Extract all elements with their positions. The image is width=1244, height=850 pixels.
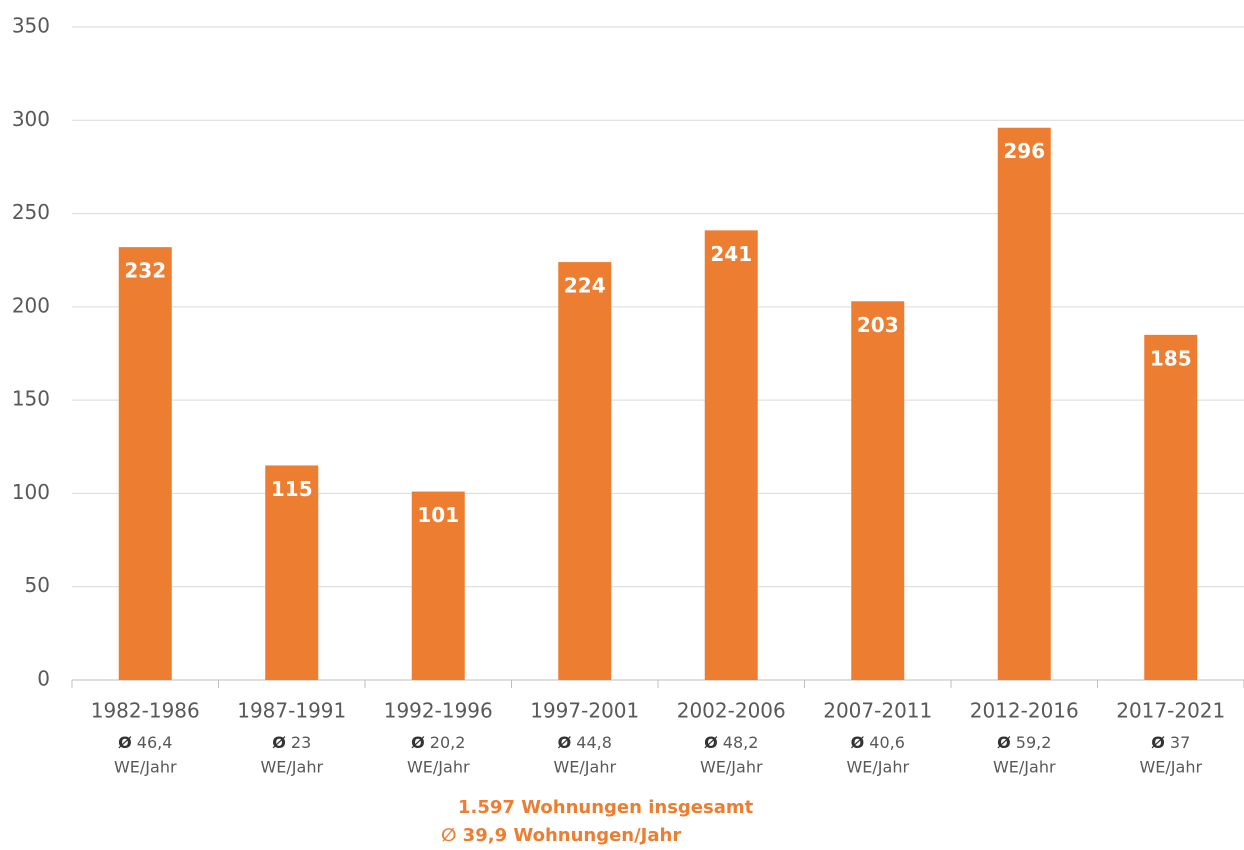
y-tick-label: 350 [12, 14, 50, 38]
bar [558, 262, 612, 680]
average-value: 44,8 [576, 733, 612, 752]
average-label: Ø 37 [1151, 733, 1190, 752]
x-tick-label: 2012-2016 [970, 699, 1079, 723]
average-symbol: Ø [118, 733, 132, 752]
total-note: 1.597 Wohnungen insgesamt [458, 797, 754, 818]
average-label: Ø 46,4 [118, 733, 172, 752]
average-symbol: Ø [558, 733, 572, 752]
average-symbol: Ø [272, 733, 286, 752]
bar [704, 230, 758, 680]
average-unit: WE/Jahr [1139, 758, 1202, 777]
bar [411, 491, 465, 680]
bar [1144, 334, 1198, 680]
average-unit: WE/Jahr [993, 758, 1056, 777]
x-tick-label: 2017-2021 [1116, 699, 1225, 723]
average-label: Ø 59,2 [997, 733, 1051, 752]
average-unit: WE/Jahr [260, 758, 323, 777]
x-tick-label: 2002-2006 [677, 699, 786, 723]
average-value: 59,2 [1016, 733, 1052, 752]
average-symbol: Ø [704, 733, 718, 752]
average-unit: WE/Jahr [553, 758, 616, 777]
average-unit: WE/Jahr [114, 758, 177, 777]
average-unit: WE/Jahr [407, 758, 470, 777]
bar [118, 247, 172, 680]
average-label: Ø 44,8 [558, 733, 612, 752]
data-label: 115 [271, 477, 313, 501]
average-label: Ø 48,2 [704, 733, 758, 752]
average-label: Ø 40,6 [851, 733, 905, 752]
average-value: 37 [1170, 733, 1190, 752]
x-tick-label: 1987-1991 [237, 699, 346, 723]
y-tick-label: 50 [25, 573, 50, 597]
y-tick-label: 200 [12, 293, 50, 317]
data-label: 232 [124, 259, 166, 283]
x-tick-label: 1992-1996 [384, 699, 493, 723]
y-tick-label: 100 [12, 480, 50, 504]
average-note: ∅ 39,9 Wohnungen/Jahr [441, 825, 681, 846]
y-tick-label: 150 [12, 387, 50, 411]
average-label: Ø 20,2 [411, 733, 465, 752]
average-symbol: Ø [411, 733, 425, 752]
x-tick-label: 1997-2001 [530, 699, 639, 723]
average-value: 20,2 [430, 733, 466, 752]
average-unit: WE/Jahr [700, 758, 763, 777]
y-tick-label: 250 [12, 200, 50, 224]
average-unit: WE/Jahr [846, 758, 909, 777]
bar [851, 301, 905, 680]
average-symbol: Ø [997, 733, 1011, 752]
data-label: 224 [564, 274, 606, 298]
y-tick-label: 300 [12, 107, 50, 131]
average-value: 23 [291, 733, 311, 752]
data-label: 296 [1003, 139, 1045, 163]
average-label: Ø 23 [272, 733, 311, 752]
x-tick-label: 1982-1986 [91, 699, 200, 723]
average-symbol: Ø [851, 733, 865, 752]
average-value: 40,6 [869, 733, 905, 752]
bar [997, 127, 1051, 680]
average-symbol: Ø [1151, 733, 1165, 752]
data-label: 241 [710, 242, 752, 266]
x-tick-label: 2007-2011 [823, 699, 932, 723]
average-value: 46,4 [137, 733, 173, 752]
data-label: 203 [857, 313, 899, 337]
y-tick-label: 0 [37, 667, 50, 691]
bar [265, 465, 319, 680]
data-label: 101 [417, 503, 459, 527]
average-value: 48,2 [723, 733, 759, 752]
data-label: 185 [1150, 346, 1192, 370]
